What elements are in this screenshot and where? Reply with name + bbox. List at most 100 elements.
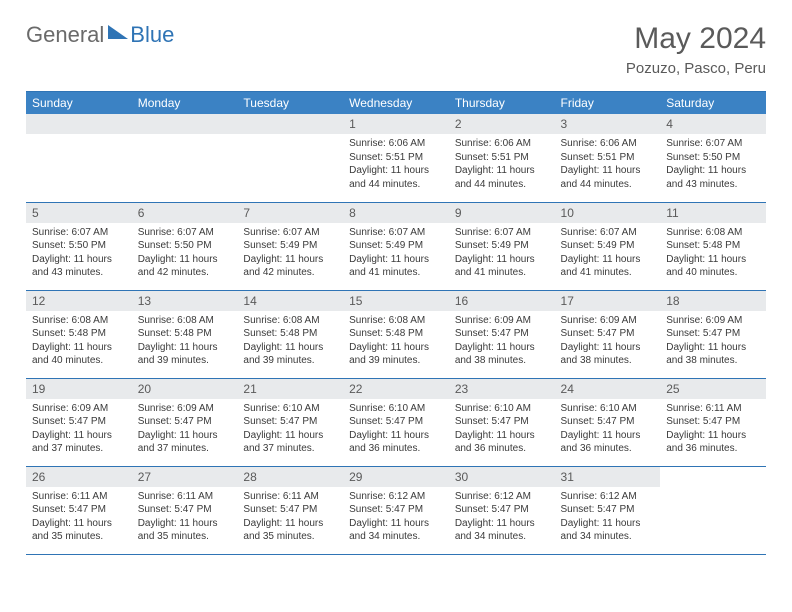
daylight-label-2: and 40 minutes. [32,354,126,368]
daylight-label-2: and 34 minutes. [349,530,443,544]
daylight-label-1: Daylight: 11 hours [243,341,337,355]
calendar-week-row: 12Sunrise: 6:08 AMSunset: 5:48 PMDayligh… [26,290,766,378]
title-block: May 2024 Pozuzo, Pasco, Peru [626,22,766,77]
location-label: Pozuzo, Pasco, Peru [626,60,766,77]
sunrise-label: Sunrise: 6:09 AM [32,402,126,416]
daylight-label-2: and 39 minutes. [349,354,443,368]
page-header: General Blue May 2024 Pozuzo, Pasco, Per… [26,22,766,77]
daylight-label-1: Daylight: 11 hours [243,517,337,531]
daylight-label-2: and 37 minutes. [32,442,126,456]
day-number: 24 [555,379,661,399]
day-body: Sunrise: 6:10 AMSunset: 5:47 PMDaylight:… [449,399,555,462]
sunset-label: Sunset: 5:48 PM [32,327,126,341]
sunset-label: Sunset: 5:47 PM [138,503,232,517]
day-body: Sunrise: 6:09 AMSunset: 5:47 PMDaylight:… [132,399,238,462]
daylight-label-1: Daylight: 11 hours [349,164,443,178]
day-cell: 28Sunrise: 6:11 AMSunset: 5:47 PMDayligh… [237,466,343,554]
daylight-label-1: Daylight: 11 hours [243,429,337,443]
month-title: May 2024 [626,22,766,56]
logo-text-blue: Blue [130,22,174,48]
sunrise-label: Sunrise: 6:10 AM [243,402,337,416]
day-cell: 27Sunrise: 6:11 AMSunset: 5:47 PMDayligh… [132,466,238,554]
weekday-header: Saturday [660,92,766,115]
weekday-header: Sunday [26,92,132,115]
sunrise-label: Sunrise: 6:12 AM [349,490,443,504]
day-cell: 30Sunrise: 6:12 AMSunset: 5:47 PMDayligh… [449,466,555,554]
calendar-week-row: 1Sunrise: 6:06 AMSunset: 5:51 PMDaylight… [26,114,766,202]
daylight-label-2: and 43 minutes. [666,178,760,192]
day-number: 19 [26,379,132,399]
day-number: 31 [555,467,661,487]
sunrise-label: Sunrise: 6:07 AM [455,226,549,240]
daylight-label-2: and 34 minutes. [455,530,549,544]
sunrise-label: Sunrise: 6:06 AM [349,137,443,151]
sunrise-label: Sunrise: 6:09 AM [561,314,655,328]
day-number: 14 [237,291,343,311]
sunrise-label: Sunrise: 6:08 AM [349,314,443,328]
daylight-label-2: and 35 minutes. [32,530,126,544]
day-cell: 18Sunrise: 6:09 AMSunset: 5:47 PMDayligh… [660,290,766,378]
weekday-header-row: Sunday Monday Tuesday Wednesday Thursday… [26,92,766,115]
sunrise-label: Sunrise: 6:08 AM [243,314,337,328]
daylight-label-2: and 37 minutes. [243,442,337,456]
day-cell: 26Sunrise: 6:11 AMSunset: 5:47 PMDayligh… [26,466,132,554]
daylight-label-1: Daylight: 11 hours [455,429,549,443]
day-number: 12 [26,291,132,311]
day-cell: 2Sunrise: 6:06 AMSunset: 5:51 PMDaylight… [449,114,555,202]
day-cell: 13Sunrise: 6:08 AMSunset: 5:48 PMDayligh… [132,290,238,378]
day-number: 27 [132,467,238,487]
day-body: Sunrise: 6:07 AMSunset: 5:50 PMDaylight:… [660,134,766,197]
day-number: 18 [660,291,766,311]
weekday-header: Wednesday [343,92,449,115]
day-body: Sunrise: 6:07 AMSunset: 5:50 PMDaylight:… [26,223,132,286]
sunset-label: Sunset: 5:47 PM [666,327,760,341]
day-number: 2 [449,114,555,134]
daylight-label-2: and 42 minutes. [243,266,337,280]
day-number: 29 [343,467,449,487]
sunset-label: Sunset: 5:48 PM [138,327,232,341]
empty-day-cell [26,114,132,202]
sunset-label: Sunset: 5:49 PM [349,239,443,253]
sunset-label: Sunset: 5:47 PM [455,415,549,429]
sunrise-label: Sunrise: 6:10 AM [561,402,655,416]
day-number: 7 [237,203,343,223]
sunset-label: Sunset: 5:47 PM [455,327,549,341]
calendar-table: Sunday Monday Tuesday Wednesday Thursday… [26,91,766,555]
sunrise-label: Sunrise: 6:09 AM [138,402,232,416]
daylight-label-2: and 40 minutes. [666,266,760,280]
sunset-label: Sunset: 5:49 PM [455,239,549,253]
day-body: Sunrise: 6:06 AMSunset: 5:51 PMDaylight:… [449,134,555,197]
day-number: 1 [343,114,449,134]
daylight-label-1: Daylight: 11 hours [138,253,232,267]
daylight-label-2: and 39 minutes. [243,354,337,368]
sunset-label: Sunset: 5:47 PM [561,415,655,429]
calendar-page: General Blue May 2024 Pozuzo, Pasco, Per… [0,0,792,577]
daylight-label-1: Daylight: 11 hours [561,429,655,443]
daylight-label-2: and 42 minutes. [138,266,232,280]
day-body: Sunrise: 6:12 AMSunset: 5:47 PMDaylight:… [449,487,555,550]
sunrise-label: Sunrise: 6:10 AM [455,402,549,416]
sunrise-label: Sunrise: 6:11 AM [666,402,760,416]
daylight-label-1: Daylight: 11 hours [561,253,655,267]
sunset-label: Sunset: 5:49 PM [561,239,655,253]
sunset-label: Sunset: 5:50 PM [32,239,126,253]
sunrise-label: Sunrise: 6:06 AM [561,137,655,151]
sunrise-label: Sunrise: 6:08 AM [666,226,760,240]
sunrise-label: Sunrise: 6:07 AM [666,137,760,151]
sunset-label: Sunset: 5:51 PM [349,151,443,165]
day-body: Sunrise: 6:09 AMSunset: 5:47 PMDaylight:… [660,311,766,374]
day-body: Sunrise: 6:11 AMSunset: 5:47 PMDaylight:… [132,487,238,550]
day-number: 23 [449,379,555,399]
weekday-header: Monday [132,92,238,115]
logo-triangle-icon [108,25,128,39]
sunset-label: Sunset: 5:50 PM [138,239,232,253]
daylight-label-1: Daylight: 11 hours [455,517,549,531]
day-body: Sunrise: 6:08 AMSunset: 5:48 PMDaylight:… [132,311,238,374]
day-cell: 14Sunrise: 6:08 AMSunset: 5:48 PMDayligh… [237,290,343,378]
logo-text-general: General [26,22,104,48]
day-cell: 23Sunrise: 6:10 AMSunset: 5:47 PMDayligh… [449,378,555,466]
day-body: Sunrise: 6:09 AMSunset: 5:47 PMDaylight:… [449,311,555,374]
day-number: 17 [555,291,661,311]
day-number: 20 [132,379,238,399]
day-body: Sunrise: 6:10 AMSunset: 5:47 PMDaylight:… [237,399,343,462]
